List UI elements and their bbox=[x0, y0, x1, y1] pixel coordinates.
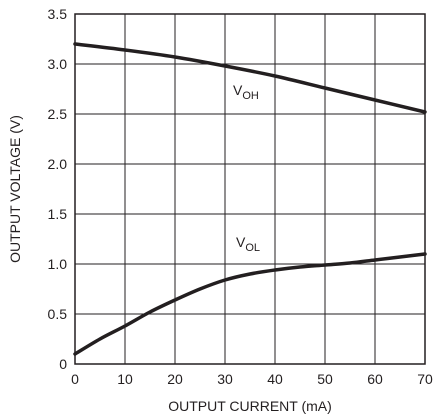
x-tick-labels: 0 10 20 30 40 50 60 70 bbox=[71, 371, 433, 387]
y-tick-label: 3.5 bbox=[48, 6, 68, 22]
y-tick-label: 3.0 bbox=[48, 56, 68, 72]
series-label-voh: VOH bbox=[233, 82, 259, 102]
y-tick-label: 2.0 bbox=[48, 156, 68, 172]
x-tick-label: 70 bbox=[417, 371, 433, 387]
series-lines bbox=[73, 42, 427, 356]
x-tick-label: 10 bbox=[117, 371, 133, 387]
y-tick-label: 1.0 bbox=[48, 256, 68, 272]
y-tick-label: 2.5 bbox=[48, 106, 68, 122]
grid-lines bbox=[74, 13, 426, 365]
x-tick-label: 0 bbox=[71, 371, 79, 387]
series-label-vol: VOL bbox=[236, 234, 260, 254]
x-tick-label: 30 bbox=[217, 371, 233, 387]
y-tick-labels: 0 0.5 1.0 1.5 2.0 2.5 3.0 3.5 bbox=[48, 6, 68, 372]
x-tick-label: 20 bbox=[167, 371, 183, 387]
x-axis-title: OUTPUT CURRENT (mA) bbox=[168, 398, 332, 414]
x-tick-label: 60 bbox=[367, 371, 383, 387]
y-tick-label: 0.5 bbox=[48, 306, 68, 322]
x-tick-label: 50 bbox=[317, 371, 333, 387]
series-line-vol bbox=[73, 252, 427, 356]
series-line-voh bbox=[73, 42, 427, 114]
y-tick-label: 0 bbox=[59, 356, 67, 372]
x-tick-label: 40 bbox=[267, 371, 283, 387]
plot-frame bbox=[74, 13, 426, 365]
y-tick-label: 1.5 bbox=[48, 206, 68, 222]
y-axis-title: OUTPUT VOLTAGE (V) bbox=[7, 115, 23, 263]
